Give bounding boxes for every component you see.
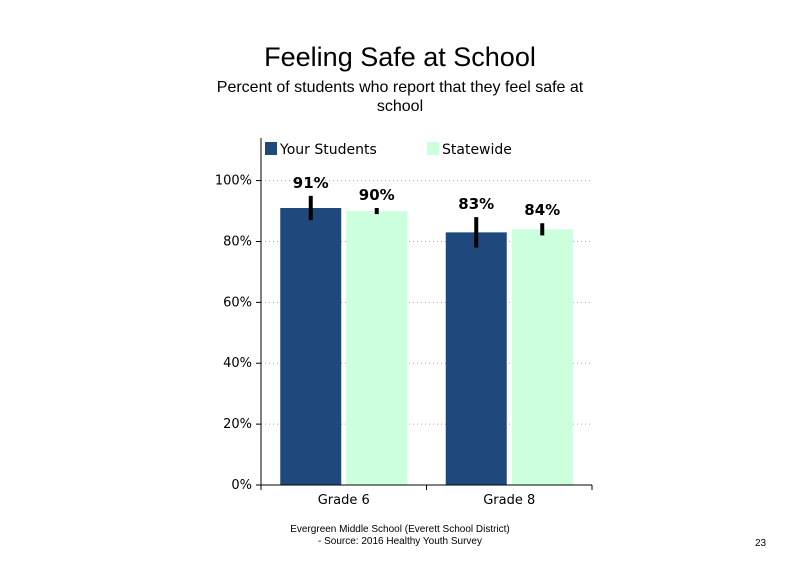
- x-tick-label: Grade 6: [318, 493, 370, 508]
- data-label: 83%: [458, 195, 494, 213]
- page-number: 23: [755, 538, 767, 549]
- legend-label: Statewide: [442, 142, 512, 158]
- bar-statewide-grade-6: [346, 211, 408, 486]
- y-tick-label: 80%: [223, 234, 252, 249]
- y-tick-label: 20%: [223, 417, 252, 432]
- legend-swatch-your-students: [265, 142, 277, 155]
- bar-statewide-grade-8: [511, 229, 573, 485]
- source-footer: Evergreen Middle School (Everett School …: [200, 524, 600, 548]
- data-label: 90%: [359, 186, 395, 204]
- legend-label: Your Students: [279, 142, 377, 158]
- legend-swatch-statewide: [427, 142, 439, 155]
- footer-source: - Source: 2016 Healthy Youth Survey: [318, 536, 482, 547]
- y-tick-label: 100%: [215, 174, 252, 189]
- y-tick-label: 40%: [223, 356, 252, 371]
- y-tick-label: 60%: [223, 295, 252, 310]
- data-label: 84%: [524, 201, 560, 219]
- x-tick-label: Grade 8: [483, 493, 535, 508]
- bar-your-students-grade-8: [445, 232, 507, 485]
- y-tick-label: 0%: [231, 478, 252, 493]
- chart-subtitle: Percent of students who report that they…: [216, 79, 584, 115]
- bar-your-students-grade-6: [280, 208, 342, 485]
- data-label: 91%: [293, 174, 329, 192]
- footer-school: Evergreen Middle School (Everett School …: [290, 524, 510, 535]
- chart-title: Feeling Safe at School: [264, 42, 536, 72]
